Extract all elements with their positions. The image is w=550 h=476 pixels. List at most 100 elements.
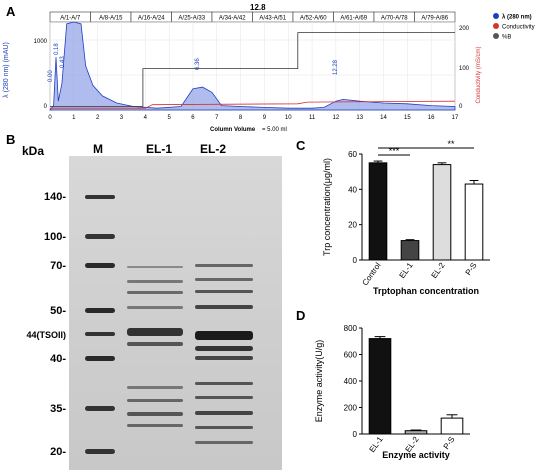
conductivity-line <box>50 100 456 109</box>
bar <box>440 417 464 435</box>
gel-band <box>195 382 253 385</box>
percent-b-line <box>50 32 455 107</box>
y-axis-label: Trp concentration(μg/ml) <box>322 158 332 256</box>
legend-marker-conductivity <box>493 23 499 29</box>
chromatogram-header-value: 12.8 <box>250 3 266 12</box>
x-tick-label: 1 <box>72 115 76 121</box>
y-tick-label: 400 <box>344 377 358 386</box>
gel-band <box>195 411 253 415</box>
x-tick-label: 16 <box>428 115 435 121</box>
lane-label-el2: EL-2 <box>200 142 227 156</box>
chromatogram-chart: 12.8 A/1-A/7 A/8-A/15 A/16-A/24 A/25-A/33 A/… <box>3 3 535 133</box>
x-tick-label: P-S <box>464 261 479 277</box>
y-left-tick: 0 <box>44 104 48 110</box>
gel-band <box>85 195 115 199</box>
y-tick-label: 600 <box>344 351 358 360</box>
mw-marker-label: 50- <box>50 305 66 317</box>
gel-band <box>195 346 253 351</box>
x-tick-label: EL-1 <box>398 261 415 280</box>
y-tick-label: 0 <box>353 430 358 439</box>
x-tick-label: 7 <box>215 115 219 121</box>
y-tick-label: 20 <box>348 221 357 230</box>
fraction-label: A/52-A/60 <box>300 16 327 22</box>
peak-label: 6.36 <box>195 58 201 70</box>
x-tick-label: 12 <box>333 115 340 121</box>
legend-label: %B <box>502 35 511 41</box>
x-tick-label: 15 <box>404 115 411 121</box>
chromatogram-grid <box>49 22 456 110</box>
bar <box>368 338 392 435</box>
panel-letter-d: D <box>296 308 306 323</box>
y-tick-label: 200 <box>344 404 358 413</box>
gel-band <box>127 266 183 268</box>
chromatogram-plot-area <box>49 21 456 111</box>
panel-letter-b: B <box>6 132 16 147</box>
gel-band <box>127 306 183 309</box>
legend-marker-uv <box>493 13 499 19</box>
x-tick-label: 10 <box>285 115 292 121</box>
x-tick-label: 9 <box>263 115 267 121</box>
gel-band <box>127 424 183 427</box>
x-tick-label: 4 <box>144 115 148 121</box>
gel-band <box>85 449 115 454</box>
x-tick-label: 17 <box>452 115 459 121</box>
trp-concentration-chart: 0 20 40 60 Control EL-1 EL-2 P-S Trptophan conce… <box>322 140 490 296</box>
x-tick-label: 11 <box>309 115 316 121</box>
x-tick-label: 14 <box>380 115 387 121</box>
gel-band <box>195 426 253 429</box>
fraction-label: A/1-A/7 <box>60 16 81 22</box>
y-right-tick: 200 <box>459 26 470 32</box>
chromatogram-legend: λ (280 nm) Conductivity %B <box>493 13 535 41</box>
x-tick-label: EL-2 <box>430 261 447 280</box>
fraction-label: A/16-A/24 <box>138 16 165 22</box>
fraction-label: A/61-A/69 <box>340 16 367 22</box>
gel-band <box>127 280 183 283</box>
fraction-label: A/43-A/51 <box>259 16 286 22</box>
y-tick-label: 60 <box>348 150 357 159</box>
x-tick-label: 3 <box>120 115 124 121</box>
bar <box>464 183 484 261</box>
gel-band <box>195 290 253 293</box>
x-axis-label: Enzyme activity <box>382 450 450 460</box>
panel-letter-a: A <box>6 4 16 19</box>
mw-marker-label: 40- <box>50 353 66 365</box>
mw-marker-label: 70- <box>50 260 66 272</box>
panel-letter-c: C <box>296 138 306 153</box>
gel-band <box>127 342 183 346</box>
x-tick-label: 2 <box>96 115 100 121</box>
legend-marker-percent-b <box>493 33 499 39</box>
fraction-label: A/25-A/33 <box>178 16 205 22</box>
y-left-label: λ (280 nm) (mAU) <box>3 42 10 98</box>
gel-band <box>195 441 253 444</box>
uv-trace <box>49 21 456 111</box>
mw-marker-label: 35- <box>50 403 66 415</box>
gel-band <box>195 264 253 267</box>
x-axis-note: = 5.00 ml <box>262 127 287 133</box>
kda-label: kDa <box>22 144 45 158</box>
peak-label: 12.28 <box>333 59 339 75</box>
gel-band <box>127 328 183 336</box>
fraction-header: A/1-A/7 A/8-A/15 A/16-A/24 A/25-A/33 A/34-A/… <box>49 11 456 23</box>
mw-marker-label: 20- <box>50 446 66 458</box>
peak-label: 0.00 <box>48 70 54 82</box>
bar <box>400 240 420 261</box>
gel-band <box>85 356 115 361</box>
lane-label-el1: EL-1 <box>146 142 173 156</box>
mw-marker-label: 44(TSOII) <box>26 330 66 340</box>
gel-band <box>195 356 253 360</box>
gel-band <box>85 263 115 268</box>
y-right-tick: 0 <box>459 104 463 110</box>
gel-band <box>85 406 115 411</box>
gel-band <box>85 308 115 313</box>
y-left-tick: 1000 <box>34 39 48 45</box>
x-tick-label: 13 <box>356 115 363 121</box>
x-axis-label: Column Volume <box>210 127 256 133</box>
x-tick-label: P-S <box>442 435 457 451</box>
peak-label: 0.43 <box>60 56 66 68</box>
y-tick-label: 0 <box>353 256 358 265</box>
y-tick-label: 800 <box>344 324 358 333</box>
gel-band <box>195 305 253 309</box>
fraction-label: A/79-A/86 <box>421 16 448 22</box>
lane-label-marker: M <box>93 142 103 156</box>
gel-band <box>195 396 253 399</box>
